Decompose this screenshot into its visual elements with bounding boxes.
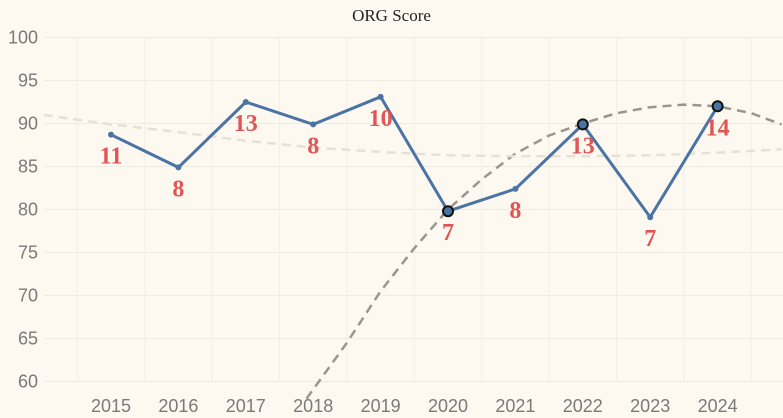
data-point [175,164,182,171]
y-axis: 60 65 70 75 80 85 90 95 100 [8,28,38,392]
data-label: 7 [644,226,656,252]
data-point [108,131,114,138]
data-label: 11 [100,144,123,170]
data-label: 8 [509,198,521,224]
x-tick-label: 2022 [563,396,603,416]
data-point [310,121,317,128]
highlighted-point [576,118,589,131]
y-tick-label: 70 [18,286,38,306]
x-tick-label: 2019 [361,396,401,416]
y-tick-label: 85 [18,157,38,177]
y-tick-label: 60 [18,372,38,392]
data-point [647,214,654,221]
series-line [110,94,719,220]
data-label: 13 [571,133,595,159]
y-tick-label: 65 [18,329,38,349]
x-tick-label: 2020 [428,396,468,416]
x-tick-label: 2024 [698,396,738,416]
data-label: 8 [172,176,184,202]
y-tick-label: 90 [18,114,38,134]
data-point [512,185,519,192]
x-tick-label: 2023 [630,396,670,416]
y-tick-label: 80 [18,200,38,220]
trend-line [305,103,783,400]
highlighted-point [711,100,724,113]
x-tick-label: 2015 [91,396,131,416]
series [108,93,724,221]
data-point [377,93,384,100]
x-tick-label: 2017 [226,396,266,416]
data-label: 8 [307,133,319,159]
x-tick-label: 2018 [293,396,333,416]
data-labels: 11 8 13 8 10 7 8 13 7 14 [100,106,730,252]
data-label: 14 [706,115,730,141]
x-tick-label: 2016 [158,396,198,416]
y-tick-label: 95 [18,71,38,91]
trend-line [43,113,782,158]
gridlines [44,37,783,382]
chart-title: ORG Score [352,6,431,25]
y-tick-label: 75 [18,243,38,263]
data-label: 7 [442,220,454,246]
data-label: 10 [369,106,393,132]
highlighted-point [442,205,454,218]
trend-lines [43,103,783,400]
data-point [242,99,249,105]
x-axis: 2015 2016 2017 2018 2019 2020 2021 2022 2023 2024 [91,396,738,416]
y-tick-label: 100 [8,28,38,48]
x-tick-label: 2021 [495,396,535,416]
data-label: 13 [234,111,258,137]
